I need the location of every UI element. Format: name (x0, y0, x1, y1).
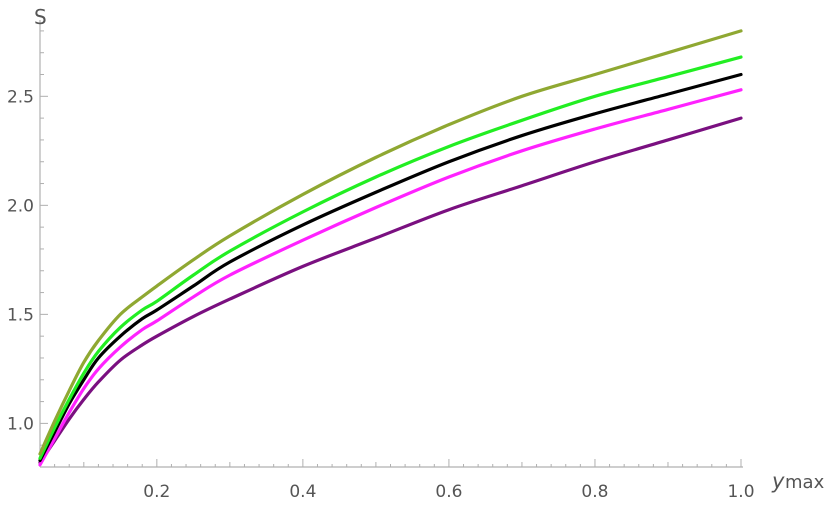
x-tick-label: 0.4 (289, 482, 316, 502)
y-tick-label: 2.5 (7, 87, 34, 107)
x-tick-label: 1.0 (727, 482, 754, 502)
series-line-3 (38, 72, 743, 463)
y-tick-label: 1.0 (7, 414, 34, 434)
y-tick-label: 1.5 (7, 305, 34, 325)
x-tick-label: 0.8 (581, 482, 608, 502)
axes (39, 20, 743, 468)
x-axis-label: y (771, 469, 785, 493)
x-tick-label: 0.6 (435, 482, 462, 502)
series-line-2 (38, 55, 743, 460)
series-line-5 (38, 116, 743, 465)
series-line-1 (38, 29, 743, 456)
ticks: 0.2 0.4 0.6 0.8 1.0 1.0 1.5 2.0 2.5 (7, 30, 755, 502)
x-tick-label: 0.2 (143, 482, 170, 502)
y-tick-label: 2.0 (7, 196, 34, 216)
series-group (38, 29, 743, 467)
x-axis-label-subscript: max (785, 472, 825, 493)
y-axis-label: S (34, 5, 47, 29)
series-line-4 (38, 88, 743, 467)
